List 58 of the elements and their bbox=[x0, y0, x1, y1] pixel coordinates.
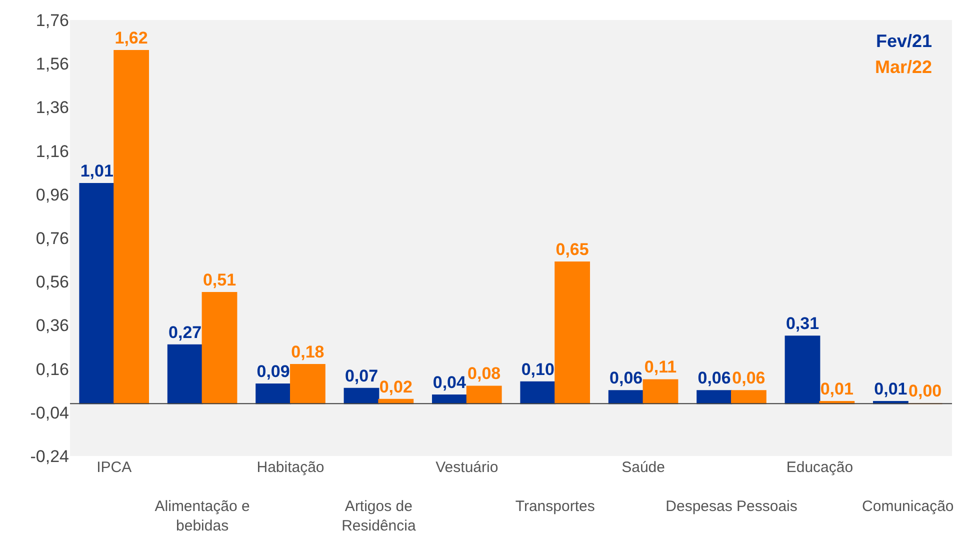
data-label: 0,18 bbox=[291, 342, 324, 362]
bar bbox=[256, 384, 291, 404]
bar bbox=[696, 390, 732, 404]
x-tick-label: Educação bbox=[786, 459, 854, 476]
x-tick-label: IPCA bbox=[96, 459, 132, 476]
data-label: 0,06 bbox=[698, 368, 731, 388]
data-label: 0,02 bbox=[379, 377, 412, 396]
data-label: 0,06 bbox=[732, 368, 766, 388]
data-label: 1,62 bbox=[114, 28, 148, 48]
data-label: 0,11 bbox=[644, 358, 677, 377]
y-tick-label: 1,56 bbox=[36, 54, 69, 74]
x-tick-label: Saúde bbox=[622, 459, 665, 476]
x-tick-label: Artigos de Residência bbox=[342, 498, 416, 534]
bar bbox=[554, 261, 590, 404]
y-tick-label: 1,16 bbox=[36, 142, 69, 161]
data-label: 0,51 bbox=[202, 270, 236, 290]
x-tick-label: Vestuário bbox=[436, 459, 498, 476]
y-tick-label: 0,96 bbox=[36, 185, 69, 204]
bar bbox=[520, 381, 556, 404]
data-label: 0,09 bbox=[256, 362, 290, 382]
bar bbox=[608, 390, 644, 404]
bar bbox=[79, 183, 115, 404]
x-tick-label: Alimentação e bebidas bbox=[154, 498, 250, 534]
data-label: 0,10 bbox=[521, 360, 554, 379]
y-tick-label: 0,16 bbox=[36, 360, 69, 379]
data-label: 0,01 bbox=[874, 380, 908, 398]
data-label: 0,01 bbox=[820, 380, 854, 398]
bar bbox=[202, 292, 238, 404]
bar bbox=[290, 364, 326, 404]
y-tick-label: 1,36 bbox=[36, 98, 69, 118]
bar bbox=[642, 379, 678, 404]
data-label: 0,31 bbox=[786, 314, 820, 334]
data-label: 0,04 bbox=[432, 372, 467, 392]
y-tick-label: 1,76 bbox=[36, 10, 69, 30]
data-label: 0,06 bbox=[610, 368, 643, 388]
data-label: 0,65 bbox=[556, 240, 589, 259]
data-label: 0,27 bbox=[168, 322, 202, 342]
y-tick-label: -0,24 bbox=[30, 446, 69, 466]
y-tick-label: 0,56 bbox=[36, 272, 69, 292]
bar bbox=[784, 336, 820, 404]
x-tick-label: Comunicação bbox=[862, 498, 954, 515]
y-tick-label: -0,04 bbox=[30, 403, 69, 422]
bar bbox=[466, 386, 502, 404]
y-tick-label: 0,76 bbox=[36, 228, 69, 248]
data-label: 1,01 bbox=[80, 162, 114, 180]
x-tick-label: Habitação bbox=[256, 459, 324, 476]
y-tick-label: 0,36 bbox=[36, 316, 69, 336]
text: Fev/21 bbox=[876, 31, 932, 51]
data-label: 0,08 bbox=[468, 364, 501, 384]
bar bbox=[731, 390, 766, 404]
bar bbox=[114, 50, 149, 404]
x-tick-label: Despesas Pessoais bbox=[666, 498, 798, 515]
x-tick-label: Transportes bbox=[515, 498, 595, 515]
bar bbox=[344, 388, 380, 404]
data-label: 0,07 bbox=[344, 366, 378, 386]
data-label: 0,00 bbox=[908, 382, 942, 401]
bar bbox=[167, 344, 203, 404]
text: Mar/22 bbox=[875, 57, 932, 77]
